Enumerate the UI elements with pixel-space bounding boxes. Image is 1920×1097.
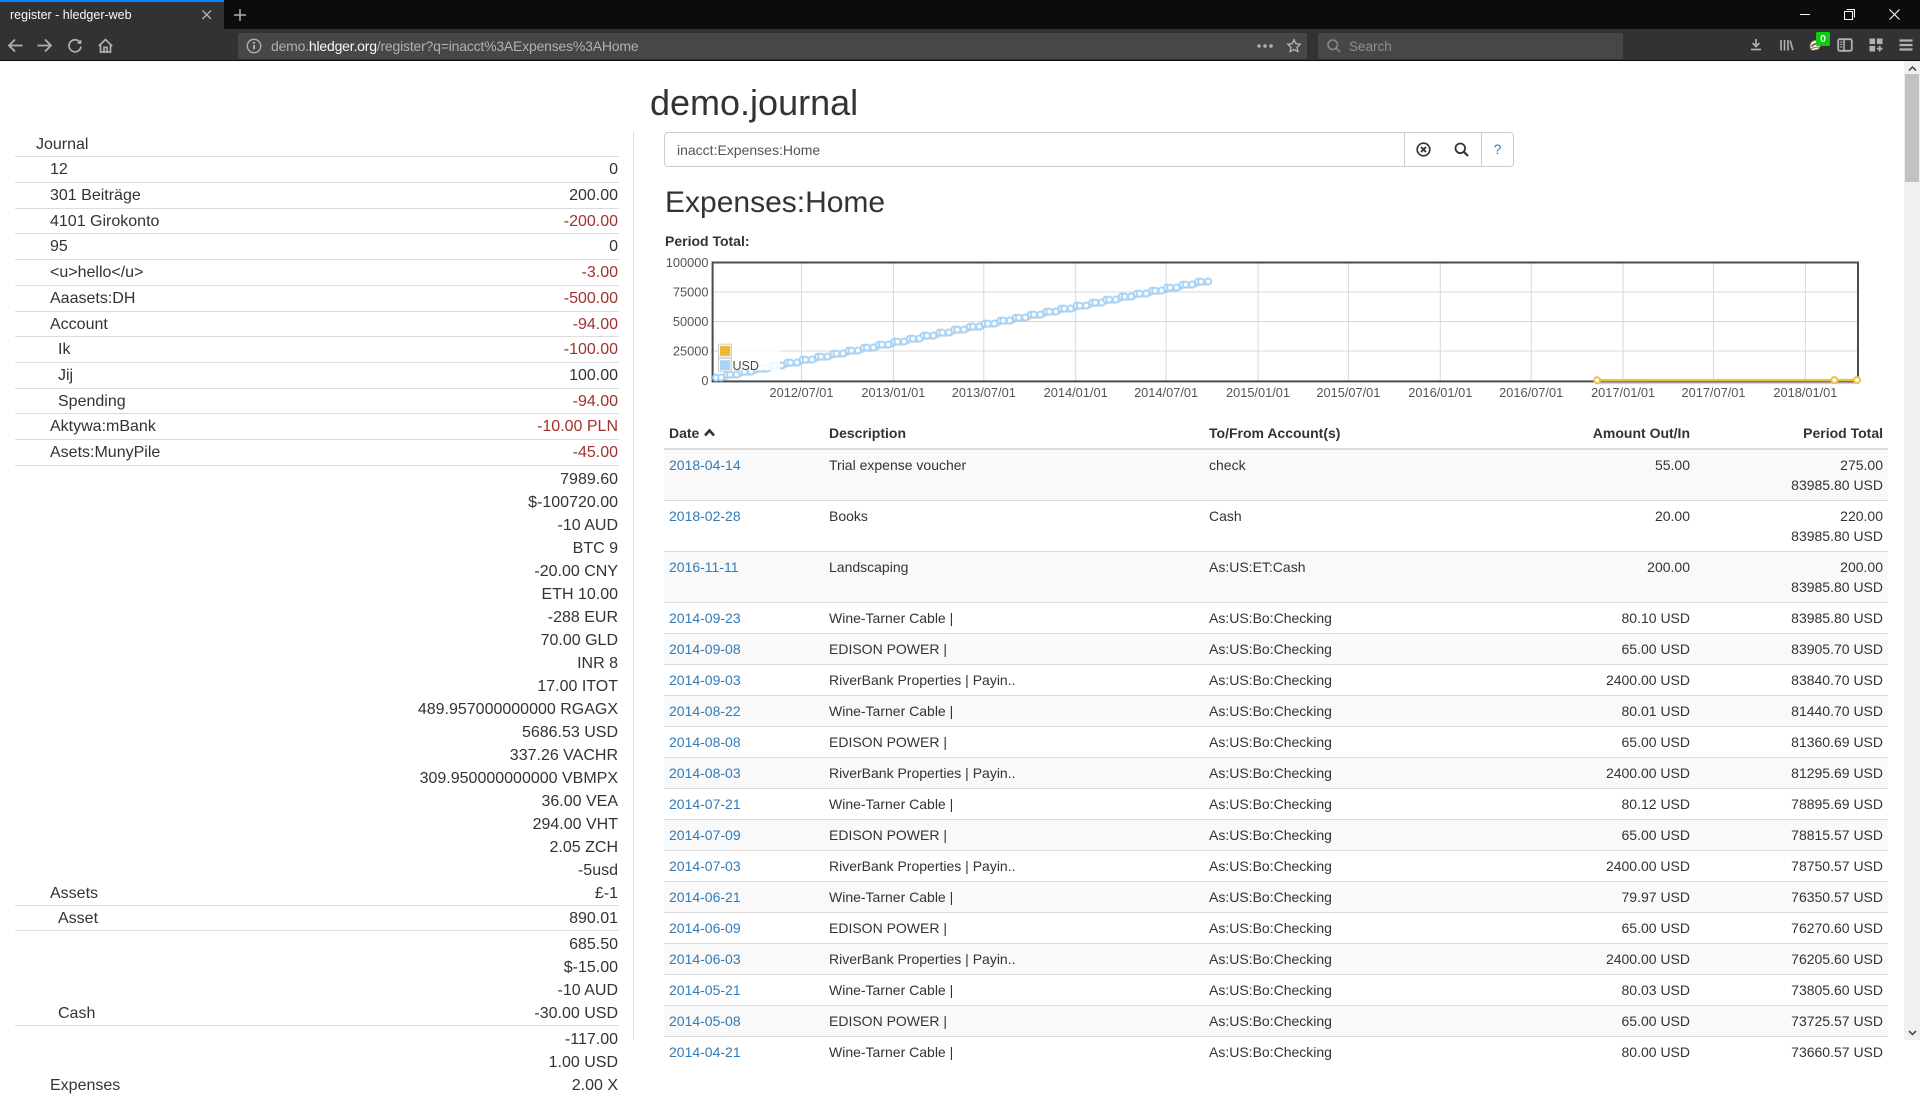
svg-text:2018/01/01: 2018/01/01 [1773, 385, 1837, 400]
svg-text:2016/07/01: 2016/07/01 [1499, 385, 1563, 400]
svg-text:USD: USD [733, 359, 759, 373]
svg-text:75000: 75000 [673, 285, 709, 300]
svg-text:2013/01/01: 2013/01/01 [861, 385, 925, 400]
svg-text:2014/01/01: 2014/01/01 [1044, 385, 1108, 400]
svg-text:100000: 100000 [666, 255, 709, 270]
svg-text:50000: 50000 [673, 314, 709, 329]
svg-text:2017/07/01: 2017/07/01 [1681, 385, 1745, 400]
svg-text:2017/01/01: 2017/01/01 [1591, 385, 1655, 400]
svg-text:25000: 25000 [673, 344, 709, 359]
svg-text:2012/07/01: 2012/07/01 [769, 385, 833, 400]
svg-text:2015/01/01: 2015/01/01 [1226, 385, 1290, 400]
svg-text:2014/07/01: 2014/07/01 [1134, 385, 1198, 400]
svg-text:2015/07/01: 2015/07/01 [1316, 385, 1380, 400]
svg-text:2016/01/01: 2016/01/01 [1408, 385, 1472, 400]
svg-text:0: 0 [701, 373, 708, 388]
svg-text:2013/07/01: 2013/07/01 [952, 385, 1016, 400]
